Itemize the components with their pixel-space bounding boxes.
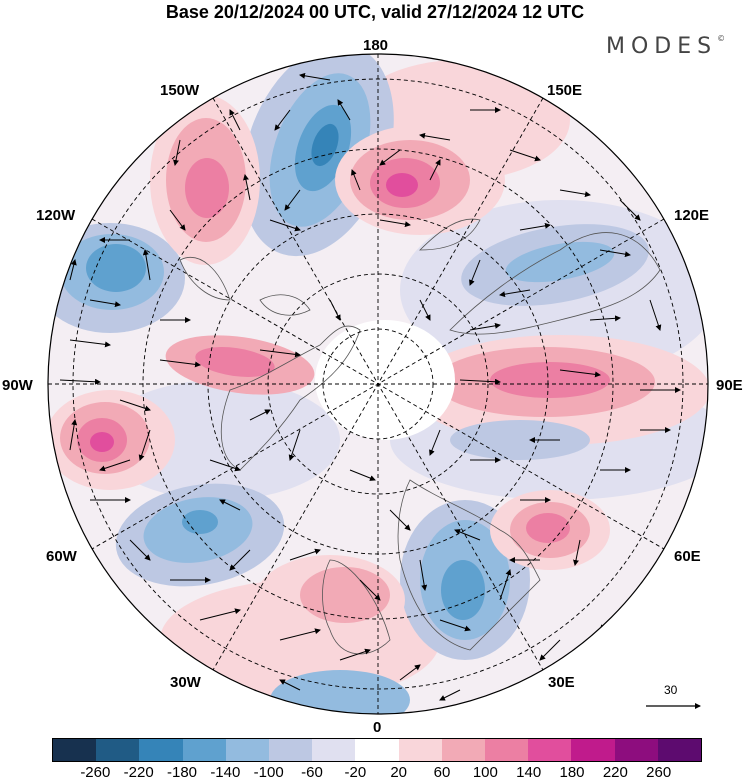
colorbar-tick-label: -20	[344, 764, 367, 781]
colorbar-tick-label: 60	[433, 764, 451, 781]
colorbar-tick-label: -100	[253, 764, 284, 781]
colorbar-tick-label: -60	[301, 764, 323, 781]
colorbar-segment	[139, 739, 183, 761]
high-anomaly-165w	[150, 95, 260, 265]
anomaly-field	[48, 54, 708, 714]
colorbar-segment	[571, 739, 615, 761]
colorbar	[52, 738, 702, 762]
colorbar-segment	[182, 739, 226, 761]
lon-label-90e: 90E	[716, 377, 743, 394]
high-anomaly-45e	[490, 490, 610, 570]
low-anomaly-120e	[461, 224, 649, 306]
colorbar-tick-label: 140	[516, 764, 542, 781]
colorbar-tick-label: -180	[166, 764, 198, 781]
colorbar-segment	[269, 739, 313, 761]
colorbar-segment	[53, 739, 97, 761]
lon-label-30e: 30E	[548, 674, 575, 691]
lon-label-60w: 60W	[46, 548, 77, 565]
high-anomaly-15w	[255, 555, 405, 645]
lon-label-120w: 120W	[36, 207, 76, 224]
colorbar-tick-label: -220	[123, 764, 154, 781]
colorbar-tick-label: 20	[390, 764, 407, 781]
lon-label-60e: 60E	[674, 548, 701, 565]
colorbar-segment	[614, 739, 658, 761]
colorbar-segment	[96, 739, 140, 761]
high-anomaly-100w	[165, 335, 315, 395]
lon-label-0: 0	[373, 719, 382, 736]
colorbar-segment	[528, 739, 572, 761]
colorbar-segment	[441, 739, 486, 761]
map-boundary	[47, 53, 709, 715]
lon-label-90w: 90W	[2, 377, 33, 394]
high-anomaly-90e	[435, 347, 655, 417]
lon-label-120e: 120E	[674, 207, 710, 224]
low-anomaly-75e	[450, 420, 590, 460]
colorbar-tick-label: -140	[210, 764, 241, 781]
map-title: Base 20/12/2024 00 UTC, valid 27/12/2024…	[165, 2, 585, 22]
lon-label-180: 180	[363, 37, 389, 54]
lon-label-30w: 30W	[170, 674, 201, 691]
graticule	[48, 54, 708, 714]
colorbar-segment	[355, 739, 399, 761]
lon-label-150e: 150E	[547, 82, 583, 99]
colorbar-segment	[398, 739, 442, 761]
colorbar-tick-label: 100	[472, 764, 498, 781]
lon-label-150w: 150W	[160, 82, 200, 99]
logo-text: MODES	[606, 34, 718, 59]
colorbar-segment	[657, 739, 702, 761]
low-anomaly-10w	[270, 670, 410, 714]
colorbar-segment	[485, 739, 529, 761]
reference-vector-label: 30	[664, 683, 678, 697]
colorbar-ticks: -260 -220 -180 -140 -100 -60 -20 20 60 100 140 180 2…	[52, 764, 702, 782]
coastlines	[179, 218, 661, 655]
colorbar-segment	[225, 739, 270, 761]
colorbar-tick-label: 220	[602, 764, 628, 781]
colorbar-segment	[312, 739, 356, 761]
high-anomaly-165e	[335, 125, 505, 235]
colorbar-tick-label: 180	[559, 764, 585, 781]
colorbar-tick-label: -260	[80, 764, 111, 781]
modes-logo: MODES©	[606, 34, 725, 59]
colorbar-tick-label: 260	[646, 764, 672, 781]
logo-mark: ©	[717, 34, 726, 43]
low-anomaly-60w	[115, 483, 285, 587]
high-anomaly-90w	[48, 390, 175, 490]
